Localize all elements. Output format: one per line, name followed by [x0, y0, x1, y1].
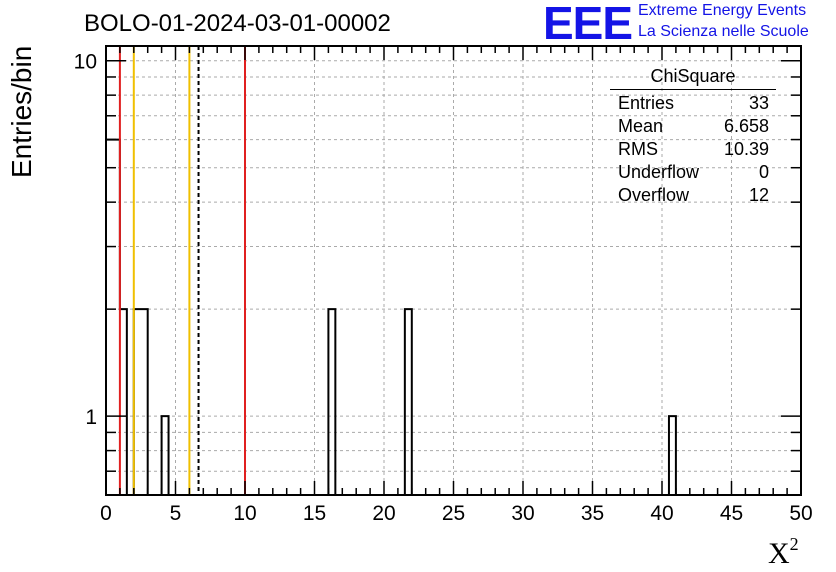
histogram-bar [105, 138, 149, 496]
stats-label: Entries [618, 93, 675, 113]
y-tick-label: 10 [74, 51, 97, 74]
y-tick-label: 1 [85, 406, 97, 429]
stats-value: 6.658 [723, 116, 769, 136]
stats-row-entries: Entries 33 [610, 92, 776, 115]
x-tick-label: 40 [650, 502, 673, 525]
stats-value: 0 [758, 162, 769, 182]
stats-row-underflow: Underflow 0 [610, 161, 776, 184]
x-tick-label: 0 [100, 502, 112, 525]
x-axis-label-superscript: 2 [789, 534, 799, 554]
stats-row-rms: RMS 10.39 [610, 138, 776, 161]
logo-letters: EEE [543, 0, 633, 49]
x-tick-label: 35 [581, 502, 604, 525]
stats-label: Underflow [618, 162, 700, 182]
stats-value: 10.39 [723, 139, 769, 159]
statistics-box: ChiSquare Entries 33 Mean 6.658 RMS 10.3… [610, 66, 776, 207]
histogram-bar [667, 415, 677, 495]
logo-subtitle-line2: La Scienza nelle Scuole [638, 23, 809, 40]
statistics-title: ChiSquare [610, 66, 776, 90]
x-axis-label-base: X [768, 537, 790, 570]
x-tick-label: 5 [170, 502, 182, 525]
x-tick-label: 10 [233, 502, 256, 525]
x-tick-label: 20 [372, 502, 395, 525]
histogram-bar [160, 415, 170, 495]
stats-label: RMS [618, 139, 658, 159]
stats-label: Overflow [618, 185, 690, 205]
stats-value: 33 [748, 93, 769, 113]
histogram-bar [327, 308, 337, 495]
x-axis-label: X2 [768, 534, 799, 571]
y-axis-label: Entries/bin [6, 45, 37, 178]
logo-subtitle-line1: Extreme Energy Events [638, 2, 807, 19]
x-tick-label: 15 [303, 502, 326, 525]
x-tick-label: 45 [720, 502, 743, 525]
histogram-bar [403, 308, 413, 495]
x-tick-label: 50 [789, 502, 812, 525]
plot-title: BOLO-01-2024-03-01-00002 [84, 10, 391, 37]
x-tick-label: 30 [511, 502, 534, 525]
stats-row-overflow: Overflow 12 [610, 184, 776, 207]
stats-row-mean: Mean 6.658 [610, 115, 776, 138]
x-tick-label: 25 [442, 502, 465, 525]
stats-value: 12 [748, 185, 769, 205]
stats-label: Mean [618, 116, 664, 136]
